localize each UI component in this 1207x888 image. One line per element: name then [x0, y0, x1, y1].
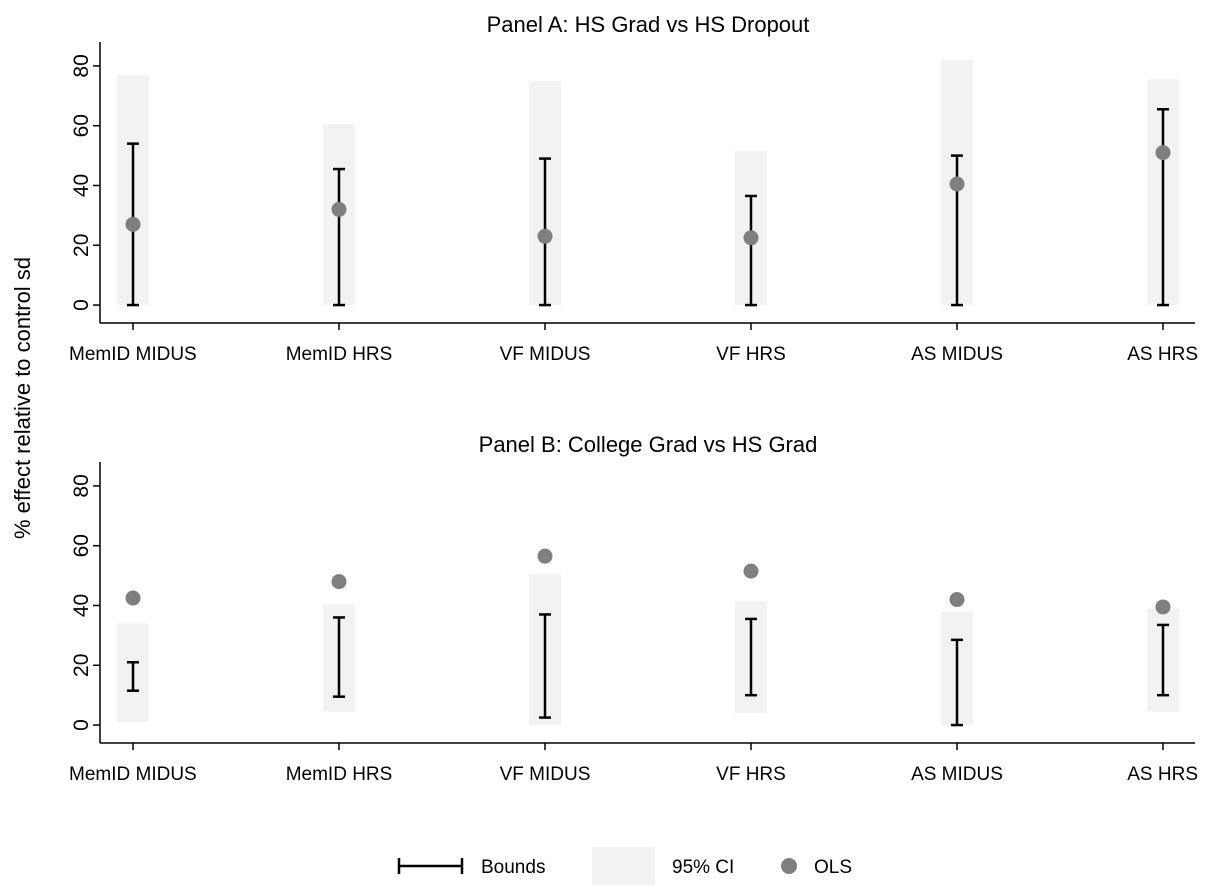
panel-a-xtick-label-1: MemID HRS	[286, 344, 393, 365]
panel-b-xtick-label-1: MemID HRS	[286, 764, 393, 785]
panel-a-bounds-5	[1157, 108, 1169, 307]
panel-a-bounds-1	[333, 167, 345, 307]
panel-b-ytick-label-60: 60	[70, 534, 93, 557]
panel-a-ols-point-4	[949, 176, 965, 192]
panel-a: Panel A: HS Grad vs HS Dropout 0 20 40 60 80…	[69, 12, 1198, 365]
panel-a-ytick-label-0: 0	[70, 299, 93, 311]
legend-ci-swatch	[592, 847, 655, 885]
panel-b-ytick-label-0: 0	[70, 719, 93, 731]
panel-a-xtick-label-2: VF MIDUS	[500, 344, 591, 365]
panel-b-xtick-label-0: MemID MIDUS	[69, 764, 197, 785]
panel-b-xtick-label-5: AS HRS	[1127, 764, 1198, 785]
panel-a-bounds-3	[745, 194, 757, 307]
panel-a-ytick-label-60: 60	[70, 114, 93, 137]
y-axis-label: % effect relative to control sd	[10, 257, 35, 539]
panel-b-ols-point-2	[537, 548, 553, 564]
legend-bounds-label: Bounds	[481, 857, 545, 878]
panel-a-ytick-label-80: 80	[70, 54, 93, 77]
panel-b: Panel B: College Grad vs HS Grad 0 20 40 60…	[69, 432, 1198, 785]
panel-b-bounds-5	[1157, 623, 1169, 697]
panel-b-ols-point-5	[1155, 599, 1171, 615]
panel-a-ytick-label-40: 40	[70, 174, 93, 197]
panel-a-xtick-label-0: MemID MIDUS	[69, 344, 197, 365]
panel-b-xtick-label-2: VF MIDUS	[500, 764, 591, 785]
panel-b-ols-point-0	[125, 590, 141, 606]
panel-b-ytick-label-80: 80	[70, 474, 93, 497]
legend-ols-label: OLS	[814, 857, 852, 878]
panel-a-ols-point-1	[331, 201, 347, 217]
panel-b-ols-point-1	[331, 574, 347, 590]
legend-ci-label: 95% CI	[672, 857, 734, 878]
panel-b-bounds-4	[951, 638, 963, 727]
panel-a-xtick-label-5: AS HRS	[1127, 344, 1198, 365]
panel-a-ytick-label-20: 20	[70, 234, 93, 257]
panel-a-xtick-label-4: AS MIDUS	[911, 344, 1003, 365]
legend: Bounds 95% CI OLS	[397, 847, 852, 885]
panel-b-ytick-label-20: 20	[70, 654, 93, 677]
panel-a-xtick-label-3: VF HRS	[716, 344, 786, 365]
panel-a-ols-point-0	[125, 216, 141, 232]
panel-b-bounds-2	[539, 613, 551, 719]
panel-b-ols-point-3	[743, 563, 759, 579]
panel-b-bounds-3	[745, 617, 757, 697]
panel-b-ytick-label-40: 40	[70, 594, 93, 617]
panel-a-ols-point-2	[537, 228, 553, 244]
panel-b-title: Panel B: College Grad vs HS Grad	[479, 432, 818, 457]
legend-ols-marker	[781, 858, 797, 874]
panel-b-bounds-1	[333, 616, 345, 698]
panel-b-xtick-label-3: VF HRS	[716, 764, 786, 785]
panel-a-title: Panel A: HS Grad vs HS Dropout	[487, 12, 810, 37]
panel-b-xtick-label-4: AS MIDUS	[911, 764, 1003, 785]
panel-a-ols-point-3	[743, 230, 759, 246]
panel-b-bounds-0	[127, 661, 139, 692]
panel-b-ols-point-4	[949, 592, 965, 608]
legend-bounds-symbol	[397, 858, 464, 874]
panel-a-ols-point-5	[1155, 145, 1171, 161]
